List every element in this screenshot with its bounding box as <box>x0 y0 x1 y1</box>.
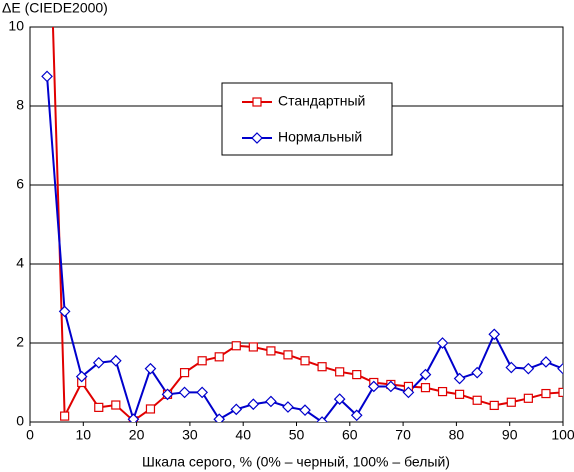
marker <box>231 341 241 351</box>
marker <box>283 350 293 360</box>
x-tick-label: 20 <box>129 427 145 443</box>
marker <box>489 400 499 411</box>
x-tick-label: 30 <box>182 427 198 443</box>
legend-label: Нормальный <box>278 129 362 145</box>
marker <box>265 395 277 408</box>
y-tick-label: 6 <box>16 176 24 192</box>
y-tick-label: 8 <box>16 97 24 113</box>
marker <box>557 362 563 375</box>
marker <box>92 356 105 369</box>
marker <box>436 337 449 349</box>
marker <box>471 366 484 379</box>
marker <box>352 370 362 380</box>
marker <box>248 342 258 352</box>
x-tick-label: 60 <box>342 427 358 443</box>
marker <box>247 398 260 411</box>
marker <box>540 356 552 368</box>
legend-box <box>221 82 393 156</box>
marker <box>384 380 397 393</box>
x-tick-label: 50 <box>289 427 305 443</box>
marker <box>144 362 157 375</box>
marker <box>453 372 466 385</box>
marker <box>472 395 482 405</box>
y-tick-label: 0 <box>16 413 24 429</box>
marker <box>505 361 518 374</box>
y-tick-label: 10 <box>8 18 24 34</box>
x-tick-label: 70 <box>395 427 411 443</box>
marker <box>94 402 104 412</box>
marker <box>522 362 535 375</box>
marker <box>266 346 276 356</box>
marker <box>541 388 551 399</box>
y-tick-label: 4 <box>16 255 24 271</box>
x-tick-label: 100 <box>551 427 574 443</box>
marker <box>506 397 516 407</box>
marker <box>523 393 533 403</box>
marker <box>300 356 310 366</box>
marker <box>419 368 432 381</box>
marker <box>317 362 327 372</box>
marker <box>161 388 174 401</box>
legend-label: Стандартный <box>278 93 365 109</box>
y-axis-title: ΔE (CIEDE2000) <box>2 0 108 16</box>
marker <box>196 386 209 399</box>
marker <box>402 386 415 399</box>
marker <box>109 354 122 367</box>
x-tick-label: 0 <box>26 427 34 443</box>
plot-area <box>41 27 563 422</box>
marker <box>282 401 294 413</box>
x-axis-title: Шкала серого, % (0% – черный, 100% – бел… <box>142 454 450 470</box>
marker <box>230 403 243 416</box>
marker <box>145 404 156 414</box>
marker <box>213 413 226 422</box>
x-tick-label: 40 <box>235 427 251 443</box>
x-tick-label: 80 <box>449 427 465 443</box>
marker <box>214 352 224 362</box>
y-tick-label: 2 <box>16 334 24 350</box>
x-tick-label: 10 <box>76 427 92 443</box>
plot-frame <box>29 26 564 423</box>
marker <box>488 328 501 341</box>
marker <box>60 411 70 421</box>
marker <box>350 409 363 422</box>
marker <box>420 383 431 393</box>
marker <box>335 367 345 377</box>
marker <box>454 389 465 399</box>
marker <box>58 305 71 318</box>
marker <box>333 393 346 405</box>
marker <box>179 368 190 378</box>
marker <box>252 97 262 107</box>
marker <box>41 70 53 83</box>
x-tick-label: 90 <box>502 427 518 443</box>
marker <box>75 370 88 383</box>
marker <box>127 413 140 422</box>
marker <box>437 386 448 397</box>
marker <box>178 386 191 399</box>
marker <box>316 416 328 422</box>
marker <box>197 356 207 366</box>
marker <box>299 404 311 416</box>
marker <box>251 132 263 144</box>
marker <box>111 400 121 410</box>
marker <box>558 387 563 397</box>
marker <box>367 380 380 393</box>
